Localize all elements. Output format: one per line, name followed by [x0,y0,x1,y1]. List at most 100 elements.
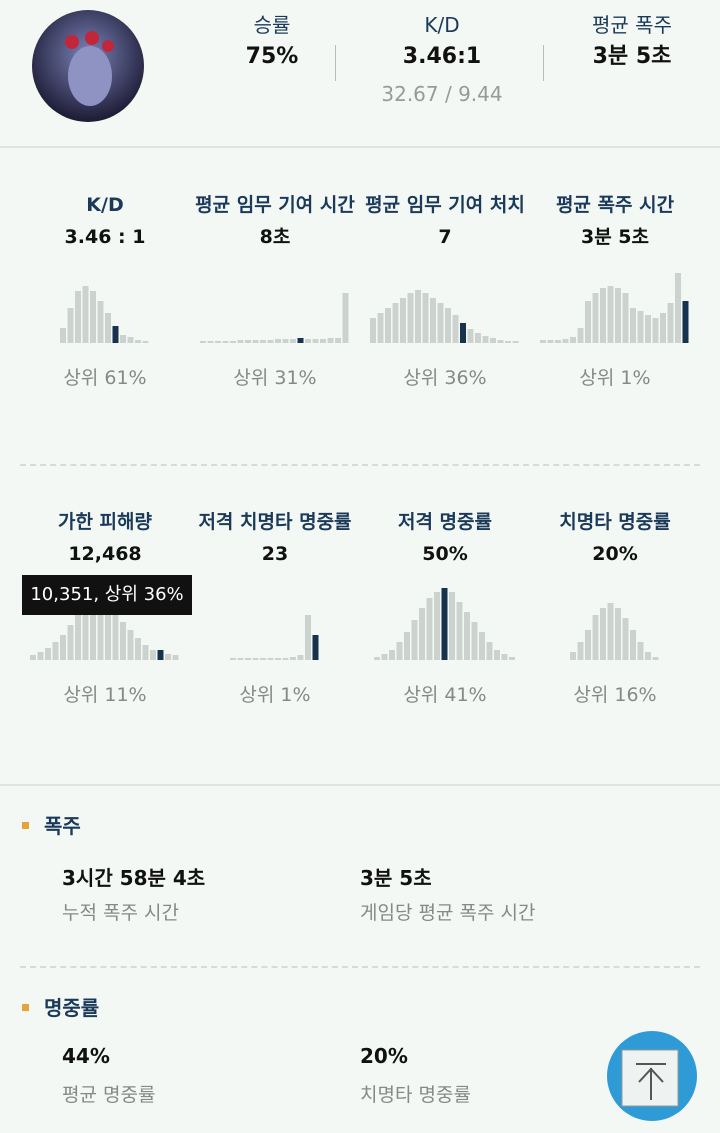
histogram-bar [207,341,214,343]
item-value: 44% [62,1044,110,1068]
histogram-bar [682,301,689,343]
histogram-bar [312,635,319,660]
histogram-bar [282,339,289,343]
histogram-bar [637,311,644,343]
percentile: 상위 11% [63,684,147,706]
divider [20,966,700,968]
histogram-bar [448,592,455,660]
histogram-bar [60,328,66,343]
stat-card: 치명타 명중률 20% 상위 16% [530,506,700,711]
histogram-bar [222,341,229,343]
histogram-bar [150,650,156,660]
item-label: 누적 폭주 시간 [62,902,179,924]
histogram-bar [97,605,104,660]
stat-label: 평균 폭주 [592,13,672,37]
histogram-bar [615,608,621,660]
tooltip: 10,351, 상위 36% [22,575,192,615]
percentile: 상위 36% [403,367,487,389]
histogram-bar [370,318,376,343]
histogram-bar [463,612,470,660]
card-title: 저격 명중률 [397,511,492,533]
stat-label: 승률 [253,13,291,37]
histogram-bar [478,632,485,660]
histogram-bar [373,657,380,660]
histogram-bar [90,605,96,660]
histogram [373,588,515,660]
histogram-bar [471,622,478,660]
histogram-bar [607,603,614,660]
histogram-bar [660,313,666,343]
divider [20,464,700,466]
histogram-bar [600,608,606,660]
card-value: 3.46 : 1 [64,226,146,248]
stat-value: 3분 5초 [592,44,672,69]
histogram-bar [377,313,384,343]
histogram-bar [592,615,599,660]
scroll-top-button[interactable] [606,1030,698,1122]
histogram-bar [452,315,459,343]
histogram-bar [456,602,463,660]
card-value: 3분 5초 [580,226,649,248]
histogram-bar [512,341,519,343]
stat-value: 75% [245,44,299,69]
histogram-bar [430,298,436,343]
percentile: 상위 31% [233,367,317,389]
card-value: 50% [422,543,468,565]
histogram-bar [252,340,259,343]
histogram-bar [267,658,274,660]
histogram-bar [490,338,496,343]
histogram-bar [30,655,36,660]
histogram-bar [45,648,51,660]
histogram-bar [342,293,349,343]
histogram [570,603,659,660]
histogram-bar [127,630,134,660]
histogram-bar [645,315,651,343]
histogram-bar [403,632,410,660]
histogram-bar [112,326,119,343]
histogram-bar [230,658,236,660]
histogram-bar [37,652,44,660]
card-row: 가한 피해량 12,468 상위 11% 저격 치명타 명중률 23 상위 1% 저격 명중… [20,506,700,711]
histogram-bar [630,308,636,343]
histogram-bar [577,328,584,343]
histogram-bar [245,658,251,660]
histogram-bar [312,339,319,343]
stat-card: 저격 명중률 50% 상위 41% [360,506,530,711]
histogram-bar [305,615,311,660]
stat-detail: 32.67 / 9.44 [381,82,503,106]
histogram-bar [127,337,134,343]
histogram-bar [385,308,391,343]
card-title: 평균 폭주 시간 [555,194,675,216]
histogram-bar [297,655,304,660]
histogram-bar [282,658,289,660]
histogram-bar [97,301,104,343]
percentile: 상위 41% [403,684,487,706]
histogram-bar [335,338,341,343]
histogram-bar [652,318,659,343]
histogram-bar [460,323,466,343]
histogram-bar [290,657,296,660]
histogram-bar [622,618,629,660]
histogram-bar [652,657,659,660]
histogram-bar [562,339,569,343]
card-title: K/D [86,194,124,216]
histogram-bar [493,650,500,660]
histogram [540,273,689,343]
stat-card: 가한 피해량 12,468 상위 11% [20,506,190,711]
histogram-bar [415,290,421,343]
histogram-bar [215,341,221,343]
histogram-bar [105,608,111,660]
histogram-bar [577,642,584,660]
histogram-bar [630,630,636,660]
histogram-bar [508,657,515,660]
item-label: 게임당 평균 폭주 시간 [360,902,536,924]
item-value: 3시간 58분 4초 [62,866,206,890]
card-value: 12,468 [68,543,142,565]
section-title: 폭주 [44,814,81,838]
histogram-bar [260,340,266,343]
card-value: 7 [438,226,452,248]
stat: 승률 75% [182,10,362,74]
histogram-bar [505,341,511,343]
histogram-bar [540,340,546,343]
